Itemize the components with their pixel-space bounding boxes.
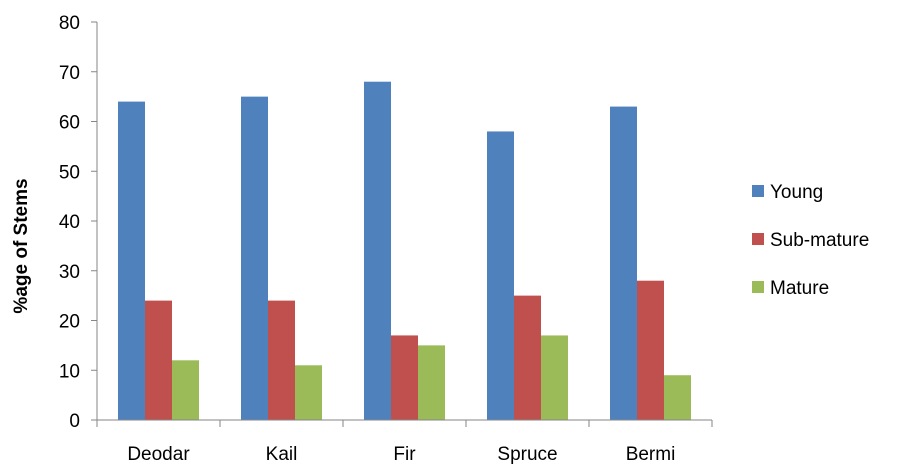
y-axis-title: %age of Stems <box>11 178 32 313</box>
legend-label: Mature <box>770 278 829 299</box>
bar-young-bermi <box>610 106 637 420</box>
x-axis-labels: Deodar Kail Fir Spruce Bermi <box>127 444 675 465</box>
x-tick-label: Kail <box>266 444 298 465</box>
bar-mature-kail <box>295 365 322 420</box>
y-tick-label: 20 <box>59 312 80 333</box>
y-tick-label: 70 <box>59 63 80 84</box>
bar-sub-mature-fir <box>391 335 418 420</box>
y-tick-label: 40 <box>59 212 80 233</box>
y-tick-label: 10 <box>59 361 80 382</box>
bar-sub-mature-bermi <box>637 280 664 420</box>
y-tick-label: 0 <box>69 411 80 432</box>
x-tick-label: Fir <box>393 444 416 465</box>
bar-sub-mature-kail <box>268 300 295 420</box>
bar-mature-bermi <box>664 375 691 420</box>
legend-label: Young <box>770 182 823 203</box>
bars <box>118 81 691 420</box>
bar-young-deodar <box>118 101 145 420</box>
bar-mature-spruce <box>541 335 568 420</box>
x-tick-label: Deodar <box>127 444 190 465</box>
bar-mature-fir <box>418 345 445 420</box>
bar-mature-deodar <box>172 360 199 420</box>
y-tick-label: 60 <box>59 113 80 134</box>
y-tick-label: 80 <box>59 13 80 34</box>
y-tick-label: 30 <box>59 262 80 283</box>
legend-swatch <box>752 281 764 293</box>
bar-sub-mature-spruce <box>514 295 541 420</box>
x-axis-ticks <box>96 420 713 427</box>
legend-label: Sub-mature <box>770 230 869 251</box>
y-tick-label: 50 <box>59 162 80 183</box>
x-tick-label: Spruce <box>497 444 557 465</box>
legend: Young Sub-mature Mature <box>752 182 869 299</box>
bar-young-fir <box>364 81 391 420</box>
x-tick-label: Bermi <box>626 444 676 465</box>
bar-young-spruce <box>487 131 514 420</box>
legend-swatch <box>752 185 764 197</box>
bar-sub-mature-deodar <box>145 300 172 420</box>
bar-young-kail <box>241 96 268 420</box>
legend-swatch <box>752 233 764 245</box>
y-axis-ticks: 0 10 20 30 40 50 60 70 80 <box>59 13 97 432</box>
